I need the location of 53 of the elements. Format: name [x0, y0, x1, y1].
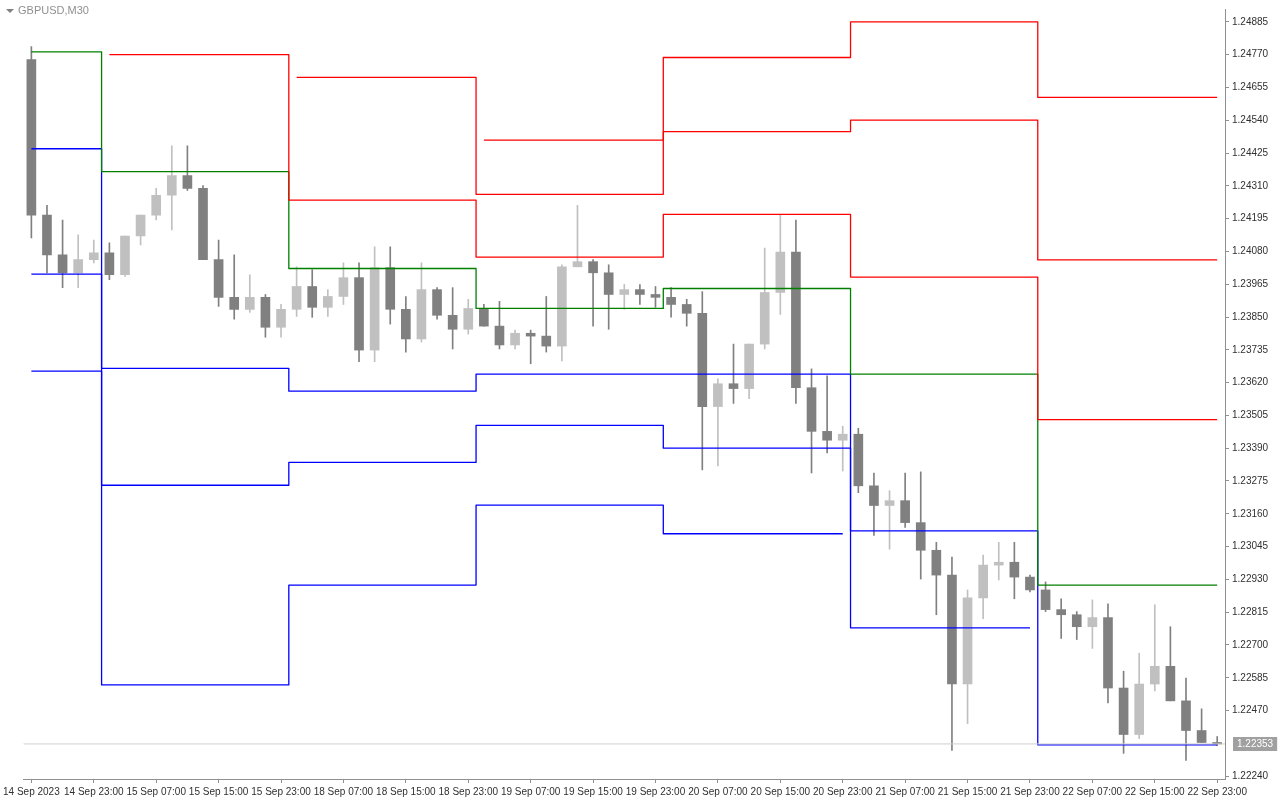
y-tick-label: 1.24770 — [1232, 48, 1269, 60]
ref-line-label: 1.22353 — [1237, 737, 1274, 749]
y-tick-label: 1.24195 — [1232, 212, 1269, 224]
x-tick-label: 18 Sep 07:00 — [313, 785, 374, 797]
x-tick-label: 19 Sep 23:00 — [625, 785, 686, 797]
candlestick — [619, 284, 630, 310]
y-tick-label: 1.22585 — [1232, 671, 1269, 683]
x-tick-label: 14 Sep 2023 — [3, 785, 61, 797]
x-tick-label: 19 Sep 15:00 — [563, 785, 624, 797]
x-tick-label: 20 Sep 07:00 — [688, 785, 749, 797]
y-tick-label: 1.23965 — [1232, 277, 1269, 289]
y-tick-label: 1.23390 — [1232, 441, 1269, 453]
candlestick — [837, 425, 848, 472]
y-tick-label: 1.23850 — [1232, 310, 1269, 322]
x-tick-label: 18 Sep 23:00 — [438, 785, 499, 797]
y-tick-label: 1.23160 — [1232, 507, 1269, 519]
x-tick-label: 15 Sep 07:00 — [126, 785, 187, 797]
candlestick — [1149, 604, 1160, 692]
x-tick-label: 21 Sep 07:00 — [875, 785, 936, 797]
candlestick — [1056, 598, 1066, 639]
candlestick — [822, 375, 832, 454]
chart-title: GBPUSD,M30 — [18, 4, 89, 16]
candlestick — [229, 254, 240, 320]
x-tick-label: 21 Sep 23:00 — [1000, 785, 1061, 797]
y-tick-label: 1.23045 — [1232, 540, 1269, 552]
y-tick-label: 1.24540 — [1232, 113, 1269, 125]
y-tick-label: 1.23735 — [1232, 343, 1269, 355]
y-tick-label: 1.24080 — [1232, 245, 1269, 257]
x-tick-label: 19 Sep 07:00 — [500, 785, 561, 797]
x-tick-label: 21 Sep 15:00 — [937, 785, 998, 797]
y-tick-label: 1.22470 — [1232, 704, 1269, 716]
y-tick-label: 1.23275 — [1232, 474, 1269, 486]
y-tick-label: 1.23505 — [1232, 409, 1269, 421]
y-tick-label: 1.22700 — [1232, 638, 1269, 650]
x-tick-label: 22 Sep 15:00 — [1125, 785, 1185, 797]
y-tick-label: 1.24885 — [1232, 15, 1269, 27]
y-tick-label: 1.23620 — [1232, 376, 1269, 388]
x-tick-label: 15 Sep 23:00 — [251, 785, 312, 797]
y-tick-label: 1.24310 — [1232, 179, 1269, 191]
x-tick-label: 20 Sep 15:00 — [750, 785, 811, 797]
x-tick-label: 15 Sep 15:00 — [188, 785, 249, 797]
x-tick-label: 22 Sep 23:00 — [1187, 785, 1248, 797]
candlestick — [541, 296, 552, 353]
x-tick-label: 20 Sep 23:00 — [812, 785, 873, 797]
x-tick-label: 18 Sep 15:00 — [376, 785, 437, 797]
y-tick-label: 1.22815 — [1232, 605, 1269, 617]
y-tick-label: 1.22930 — [1232, 573, 1269, 585]
x-tick-label: 14 Sep 23:00 — [64, 785, 124, 797]
y-tick-label: 1.24425 — [1232, 146, 1269, 158]
candlestick — [588, 259, 598, 327]
y-tick-label: 1.24655 — [1232, 81, 1269, 93]
x-tick-label: 22 Sep 07:00 — [1062, 785, 1123, 797]
y-tick-label: 1.22240 — [1232, 769, 1269, 781]
